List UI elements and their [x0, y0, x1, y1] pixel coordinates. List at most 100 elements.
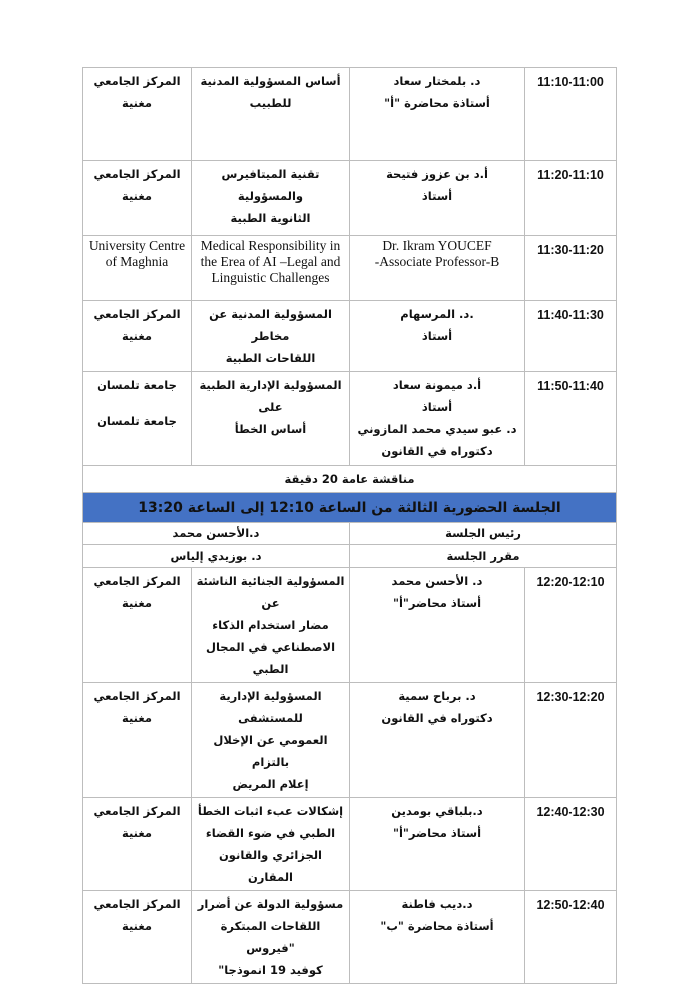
time-cell: 12:30-12:20	[524, 682, 617, 798]
speaker-cell: د.ديب فاطنة أستاذة محاضرة "ب"	[349, 890, 525, 984]
title-line: Medical Responsibility in the Erea of AI…	[200, 238, 341, 285]
institution-line: مغنية	[122, 711, 152, 725]
time-cell: 11:30-11:20	[524, 235, 617, 301]
title-cell: المسؤولية الإدارية الطبية على أساس الخطأ	[191, 371, 350, 466]
title-line: للطبيب	[249, 96, 292, 110]
title-line: اللقاحات المبتكرة "فيروس	[220, 919, 321, 955]
title-line: مضار استخدام الذكاء	[212, 618, 329, 632]
institution-line: المركز الجامعي	[93, 74, 181, 88]
title-line: المسؤولية المدنية عن مخاطر	[209, 307, 332, 343]
title-line: الثانوية الطبية	[230, 211, 311, 225]
rapporteur-label: مقرر الجلسة	[349, 544, 617, 568]
table-row: 11:10-11:00 د. بلمختار سعاد أستاذة محاضرة …	[82, 67, 617, 161]
session-header-row: الجلسة الحضورية الثالثة من الساعة 12:10 …	[82, 492, 617, 523]
speaker-cell: د.بلباقي بومدين أستاذ محاضر"أ"	[349, 797, 525, 891]
speaker-line: د.بلباقي بومدين	[391, 804, 483, 818]
discussion-row: مناقشة عامة 20 دقيقة	[82, 465, 617, 493]
institution-line: المركز الجامعي	[93, 804, 181, 818]
speaker-line: أستاذة محاضرة "ب"	[380, 919, 494, 933]
institution-cell: جامعة تلمسان جامعة تلمسان	[82, 371, 192, 466]
table-row: 12:40-12:30 د.بلباقي بومدين أستاذ محاضر"أ"…	[82, 797, 617, 891]
time-cell: 11:50-11:40	[524, 371, 617, 466]
time-cell: 11:20-11:10	[524, 160, 617, 236]
speaker-line: د. الأحسن محمد	[391, 574, 483, 588]
title-line: كوفيد 19 انموذجا"	[218, 963, 323, 977]
speaker-line: أستاذة محاضرة "أ"	[384, 96, 490, 110]
speaker-cell: د. برباح سمية دكتوراه في القانون	[349, 682, 525, 798]
institution-line: المركز الجامعي	[93, 897, 181, 911]
speaker-line: د. بلمختار سعاد	[393, 74, 481, 88]
institution-line: مغنية	[122, 96, 152, 110]
title-line: اللقاحات الطبية	[225, 351, 316, 365]
time-cell: 12:40-12:30	[524, 797, 617, 891]
speaker-line: د.ديب فاطنة	[401, 897, 473, 911]
institution-line: جامعة تلمسان	[97, 378, 177, 392]
institution-cell: المركز الجامعي مغنية	[82, 160, 192, 236]
title-cell: إشكالات عبء اثبات الخطأ الطبي في ضوء القض…	[191, 797, 350, 891]
institution-line: مغنية	[122, 919, 152, 933]
speaker-line: أ.د ميمونة سعاد	[392, 378, 482, 392]
institution-line: المركز الجامعي	[93, 689, 181, 703]
institution-cell: المركز الجامعي مغنية	[82, 567, 192, 683]
institution-line: University Centre of Maghnia	[88, 238, 186, 269]
title-line: إعلام المريض	[232, 777, 309, 791]
speaker-line: أ.د بن عزوز فتيحة	[386, 167, 488, 181]
title-line: إشكالات عبء اثبات الخطأ	[197, 804, 344, 818]
speaker-line: أستاذ محاضر"أ"	[392, 596, 482, 610]
title-line: الجزائري والقانون المقارن	[218, 848, 322, 884]
speaker-cell: د. بلمختار سعاد أستاذة محاضرة "أ"	[349, 67, 525, 161]
speaker-line: أستاذ	[421, 400, 453, 414]
speaker-cell: .د. المرسهام أستاذ	[349, 300, 525, 372]
table-row: 12:30-12:20 د. برباح سمية دكتوراه في القان…	[82, 682, 617, 798]
discussion-text: مناقشة عامة 20 دقيقة	[82, 465, 617, 493]
institution-line: مغنية	[122, 596, 152, 610]
institution-line: المركز الجامعي	[93, 307, 181, 321]
institution-line: جامعة تلمسان	[97, 414, 177, 428]
time-cell: 11:40-11:30	[524, 300, 617, 372]
session-title: الجلسة الحضورية الثالثة من الساعة 12:10 …	[82, 492, 617, 523]
time-cell: 11:10-11:00	[524, 67, 617, 161]
institution-line: مغنية	[122, 826, 152, 840]
title-line: المسؤولية الجنائية الناشئة عن	[196, 574, 345, 610]
speaker-line: دكتوراه في القانون	[381, 711, 493, 725]
title-line: مسؤولية الدولة عن أضرار	[197, 897, 344, 911]
title-line: العمومي عن الإخلال بالتزام	[213, 733, 328, 769]
title-cell: المسؤولية المدنية عن مخاطر اللقاحات الطبي…	[191, 300, 350, 372]
title-cell: المسؤولية الجنائية الناشئة عن مضار استخدا…	[191, 567, 350, 683]
institution-cell: المركز الجامعي مغنية	[82, 300, 192, 372]
table-row: 11:20-11:10 أ.د بن عزوز فتيحة أستاذ تقنية ا…	[82, 160, 617, 236]
table-row: 12:50-12:40 د.ديب فاطنة أستاذة محاضرة "ب" م…	[82, 890, 617, 984]
speaker-line: أستاذ	[421, 189, 453, 203]
table-row: 11:50-11:40 أ.د ميمونة سعاد أستاذ د. عبو سي…	[82, 371, 617, 466]
speaker-line: Dr. Ikram YOUCEF	[382, 238, 492, 253]
table-row: 11:40-11:30 .د. المرسهام أستاذ المسؤولية ال…	[82, 300, 617, 372]
speaker-cell: Dr. Ikram YOUCEF Associate Professor-B-	[349, 235, 525, 301]
speaker-line: Associate Professor-B-	[374, 254, 500, 269]
title-line: أساس المسؤولية المدنية	[200, 74, 341, 88]
title-line: الاصطناعي في المجال الطبي	[205, 640, 336, 676]
speaker-cell: أ.د ميمونة سعاد أستاذ د. عبو سيدي محمد الم…	[349, 371, 525, 466]
institution-line: المركز الجامعي	[93, 167, 181, 181]
speaker-line: أستاذ	[421, 329, 453, 343]
table-row: 12:20-12:10 د. الأحسن محمد أستاذ محاضر"أ" ا…	[82, 567, 617, 683]
title-line: الطبي في ضوء القضاء	[205, 826, 336, 840]
institution-line: المركز الجامعي	[93, 574, 181, 588]
speaker-line: .د. المرسهام	[400, 307, 474, 321]
title-line: أساس الخطأ	[234, 422, 307, 436]
institution-cell: المركز الجامعي مغنية	[82, 67, 192, 161]
speaker-line: د. عبو سيدي محمد المازوني	[357, 422, 517, 436]
title-cell: أساس المسؤولية المدنية للطبيب	[191, 67, 350, 161]
title-cell: تقنية الميتافيرس والمسؤولية الثانوية الطب…	[191, 160, 350, 236]
institution-line: مغنية	[122, 189, 152, 203]
speaker-cell: أ.د بن عزوز فتيحة أستاذ	[349, 160, 525, 236]
title-line: المسؤولية الإدارية الطبية على	[199, 378, 342, 414]
institution-line: مغنية	[122, 329, 152, 343]
speaker-cell: د. الأحسن محمد أستاذ محاضر"أ"	[349, 567, 525, 683]
chair-row: رئيس الجلسة د.الأحسن محمد	[82, 522, 617, 545]
time-cell: 12:50-12:40	[524, 890, 617, 984]
institution-cell: University Centre of Maghnia	[82, 235, 192, 301]
institution-cell: المركز الجامعي مغنية	[82, 682, 192, 798]
title-line: المسؤولية الإدارية للمستشفى	[219, 689, 322, 725]
schedule-table: 11:10-11:00 د. بلمختار سعاد أستاذة محاضرة …	[82, 67, 617, 984]
title-cell: المسؤولية الإدارية للمستشفى العمومي عن ال…	[191, 682, 350, 798]
